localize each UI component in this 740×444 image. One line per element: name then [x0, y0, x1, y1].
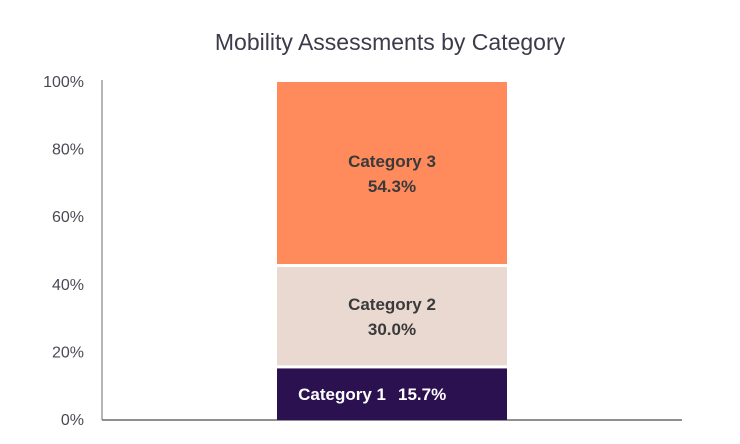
segment-value-label: 30.0%	[368, 320, 416, 339]
y-tick-label: 60%	[52, 209, 84, 226]
segment-name-label: Category 2	[348, 295, 436, 314]
y-tick-label: 40%	[52, 277, 84, 294]
segment-value-label: 15.7%	[398, 385, 446, 404]
y-axis-ticks: 0% 20% 40% 60% 80% 100%	[43, 74, 84, 429]
y-tick-label: 20%	[52, 344, 84, 361]
segment-name-label: Category 3	[348, 152, 436, 171]
y-tick-label: 100%	[43, 74, 84, 91]
y-tick-label: 0%	[61, 412, 84, 429]
y-tick-label: 80%	[52, 142, 84, 159]
segment-value-label: 54.3%	[368, 177, 416, 196]
bar-segment-3	[277, 82, 507, 265]
bar-segments: Category 1 15.7% Category 2 30.0% Category 3…	[277, 82, 507, 420]
bar-segment-1	[277, 368, 507, 420]
bar-segment-2	[277, 267, 507, 366]
segment-name-label: Category 1	[298, 385, 386, 404]
chart-title: Mobility Assessments by Category	[215, 29, 566, 55]
